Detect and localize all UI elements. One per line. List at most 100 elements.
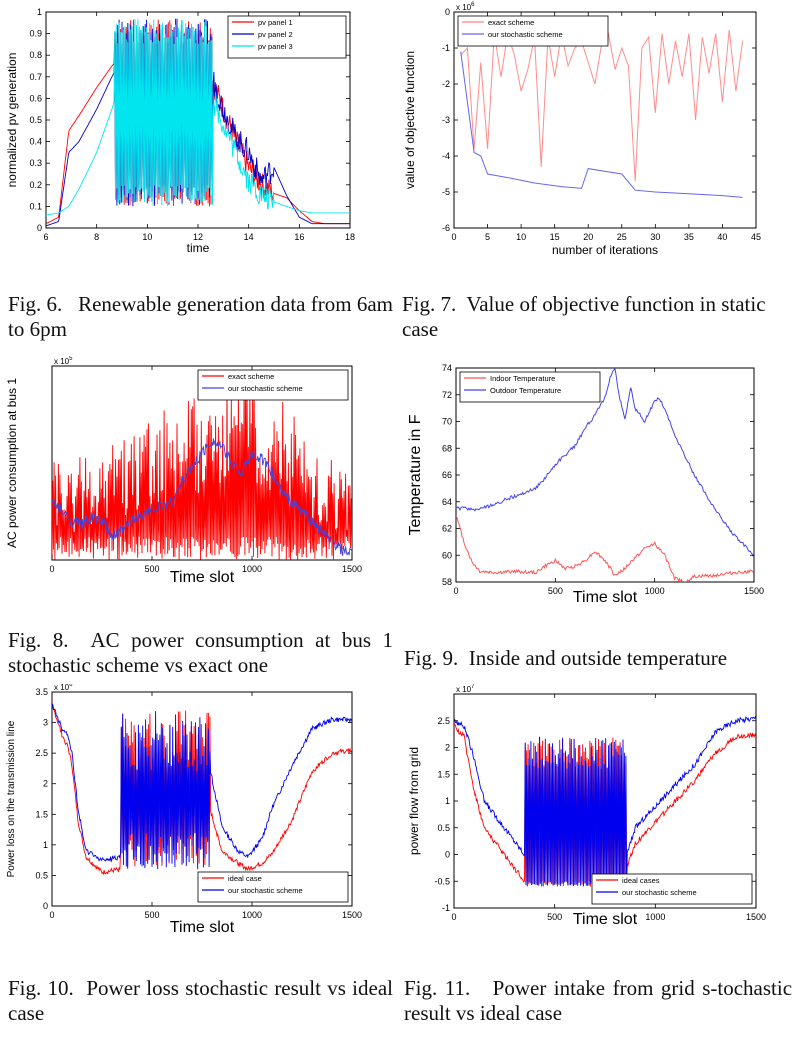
fig11-chart: 0 500 1000 1500 -1 -0.5 0 0.5 1 1.5 2 2.5 x 107 Time …	[407, 684, 766, 928]
fig10-exponent-power: 6	[69, 684, 73, 688]
fig9-legend-label: Outdoor Temperature	[490, 386, 561, 395]
fig8-caption-label: Fig. 8.	[8, 628, 69, 652]
fig7-xtick-label: 0	[451, 232, 456, 242]
fig6-caption: Fig. 6. Renewable generation data from 6…	[8, 292, 393, 342]
fig7-xtick-label: 25	[617, 232, 627, 242]
fig6-legend	[227, 15, 347, 59]
fig9-caption: Fig. 9. Inside and outside temperature	[404, 646, 796, 671]
fig10-ytick-label: 2	[43, 779, 48, 789]
fig7-ytick-label: -6	[442, 223, 450, 233]
fig6-ytick-label: 0.2	[29, 180, 42, 190]
fig10-xtick-label: 500	[144, 910, 159, 920]
fig11-legend	[591, 873, 753, 905]
fig7-plot-area	[453, 11, 757, 229]
fig9-plot-area	[455, 367, 755, 583]
fig6-ytick-label: 0.6	[29, 93, 42, 103]
fig6-xlabel: time	[187, 241, 210, 255]
fig9-xtick-label: 1000	[645, 586, 665, 596]
fig11-ytick-label: 2.5	[437, 716, 450, 726]
fig11-exponent-power: 7	[471, 684, 475, 690]
fig6-ylabel: normalized pv generation	[5, 53, 19, 188]
fig10-ytick-label: 1.5	[35, 809, 48, 819]
fig7-xtick-label: 40	[717, 232, 727, 242]
fig8-legend-label: our stochastic scheme	[228, 384, 303, 393]
fig9-xlabel: Time slot	[573, 589, 638, 606]
fig8-xtick-label: 0	[49, 564, 54, 574]
fig7-xtick-label: 45	[751, 232, 761, 242]
fig8-xtick-label: 500	[144, 564, 159, 574]
fig9-ytick-label: 74	[442, 363, 452, 373]
fig6-ytick-label: 0	[37, 223, 42, 233]
fig6-caption-text: Renewable generation data from 6am to 6p…	[8, 292, 393, 341]
fig10-exponent: x 106	[54, 684, 73, 692]
fig9-ytick-label: 68	[442, 443, 452, 453]
fig8-exponent-power: 5	[69, 356, 73, 362]
fig9-ytick-label: 66	[442, 470, 452, 480]
fig10-ytick-label: 3	[43, 718, 48, 728]
fig9-legend-label: Indoor Temperature	[490, 374, 555, 383]
fig6-xtick-label: 18	[345, 232, 355, 242]
fig11-caption-label: Fig. 11.	[404, 976, 471, 1000]
fig6-legend-label: pv panel 2	[258, 30, 293, 39]
fig7-ytick-label: 0	[445, 7, 450, 17]
fig10-xtick-label: 0	[49, 910, 54, 920]
fig7-xtick-label: 10	[516, 232, 526, 242]
fig11-ytick-label: 2	[445, 743, 450, 753]
fig9-ytick-label: 70	[442, 417, 452, 427]
fig10-ytick-label: 3.5	[35, 687, 48, 697]
fig8-caption: Fig. 8. AC power consumption at bus 1 st…	[8, 628, 393, 678]
fig9-xtick-label: 500	[548, 586, 563, 596]
fig9-legend	[459, 371, 601, 403]
fig9-ytick-label: 64	[442, 497, 452, 507]
fig7-ytick-label: -4	[442, 151, 450, 161]
fig7-legend	[457, 15, 609, 47]
fig11-legend-label: our stochastic scheme	[622, 888, 697, 897]
fig9-xtick-label: 0	[453, 586, 458, 596]
fig7-caption-label: Fig. 7.	[402, 292, 457, 316]
fig6-ytick-label: 0.8	[29, 50, 42, 60]
fig7-exponent: x 106	[456, 2, 475, 12]
fig7-caption-text: Value of objective function in static ca…	[402, 292, 766, 341]
fig7-ytick-label: -1	[442, 43, 450, 53]
fig7-xtick-label: 35	[684, 232, 694, 242]
fig6-legend-label: pv panel 1	[258, 18, 293, 27]
fig8-series-2	[52, 438, 352, 556]
fig11-ytick-label: -1	[442, 903, 450, 913]
fig11-ytick-label: 1.5	[437, 769, 450, 779]
fig6-ytick-label: 0.9	[29, 29, 42, 39]
fig6-legend-label: pv panel 3	[258, 42, 293, 51]
fig9-caption-text: Inside and outside temperature	[468, 646, 728, 670]
fig11-legend-label: ideal cases	[622, 876, 660, 885]
fig6-ytick-label: 0.3	[29, 158, 42, 168]
fig6-xtick-label: 16	[294, 232, 304, 242]
fig7-caption: Fig. 7. Value of objective function in s…	[402, 292, 794, 342]
fig10-xtick-label: 1000	[242, 910, 262, 920]
fig10-series-2	[52, 703, 352, 870]
fig11-caption: Fig. 11. Power intake from grid s-tochas…	[404, 976, 792, 1026]
fig6-ytick-label: 0.7	[29, 72, 42, 82]
fig8-ylabel: AC power consumption at bus 1	[5, 378, 19, 548]
fig6-ytick-label: 0.1	[29, 201, 42, 211]
fig8-xtick-label: 1500	[342, 564, 362, 574]
fig7-legend-label: our stochastic scheme	[488, 30, 563, 39]
fig11-xtick-label: 1500	[746, 912, 766, 922]
fig7-ytick-label: -5	[442, 187, 450, 197]
fig10-ytick-label: 0.5	[35, 870, 48, 880]
fig11-xtick-label: 1000	[645, 912, 665, 922]
fig11-ytick-label: 1	[445, 796, 450, 806]
fig11-caption-text: Power intake from grid s-tochastic resul…	[404, 976, 793, 1025]
fig10-ytick-label: 1	[43, 840, 48, 850]
fig11-ytick-label: 0.5	[437, 823, 450, 833]
fig10-ytick-label: 0	[43, 901, 48, 911]
fig9-ytick-label: 60	[442, 550, 452, 560]
fig6-chart: 6 8 10 12 14 16 18 0 0.1 0.2 0.3 0.4 0.5 0.6 0.7 0.8 0.9…	[5, 7, 355, 255]
fig6-ytick-label: 1	[37, 7, 42, 17]
fig8-exponent: x 105	[54, 356, 73, 366]
fig7-xtick-label: 20	[583, 232, 593, 242]
fig7-ytick-label: -2	[442, 79, 450, 89]
fig6-xtick-label: 8	[94, 232, 99, 242]
fig10-xtick-label: 1500	[342, 910, 362, 920]
fig8-chart: 0 500 1000 1500 x 105 Time slot AC power consu…	[5, 356, 362, 586]
fig10-legend-label: our stochastic scheme	[228, 886, 303, 895]
fig11-exponent: x 107	[456, 684, 475, 694]
